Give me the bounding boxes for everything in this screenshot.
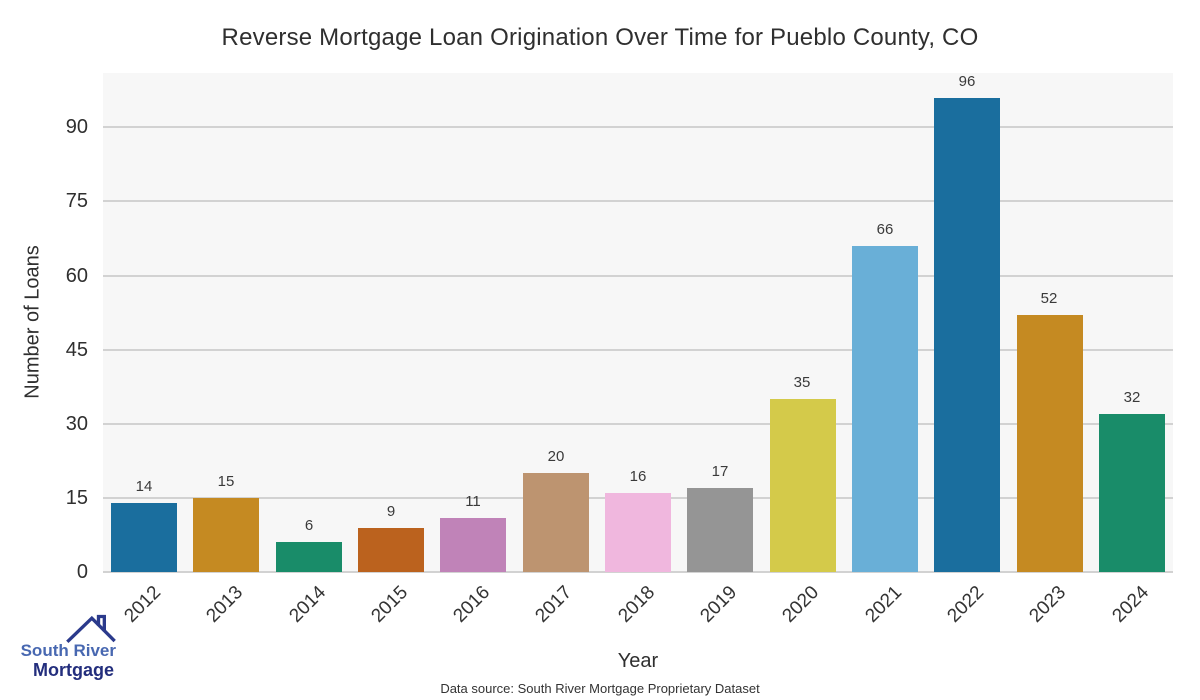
gridline-y45: [103, 348, 1173, 351]
bar-2019: [687, 488, 753, 572]
gridline-y90: [103, 126, 1173, 129]
bar-2018: [605, 493, 671, 572]
bar-value-label: 14: [135, 477, 153, 495]
chimney-outline: [96, 614, 106, 632]
gridline-y30: [103, 422, 1173, 425]
bar-2020: [770, 399, 836, 572]
bar-2012: [111, 502, 177, 572]
logo: South River Mortgage: [20, 613, 116, 683]
house-roof-icon: [66, 614, 116, 644]
x-tick-label: 2019: [696, 582, 742, 627]
bar-value-label: 11: [465, 492, 481, 510]
bar-2021: [852, 245, 918, 572]
bar-2024: [1099, 413, 1165, 572]
y-tick-label: 30: [65, 412, 88, 435]
y-tick-label: 90: [65, 116, 88, 139]
x-tick-label: 2021: [861, 582, 906, 627]
bar-2017: [523, 473, 589, 572]
bar-value-label: 17: [711, 463, 729, 480]
y-tick-label: 0: [76, 561, 88, 583]
x-tick-label: 2023: [1025, 582, 1071, 627]
bar-value-label: 96: [958, 72, 976, 90]
x-tick-label: 2024: [1107, 582, 1153, 627]
bar-2022: [934, 97, 1000, 572]
x-tick-label: 2012: [120, 582, 166, 627]
x-tick-label: 2018: [614, 582, 659, 627]
gridline-y0: [103, 571, 1173, 573]
y-tick-label: 60: [65, 264, 88, 287]
gridline-y60: [103, 274, 1173, 277]
y-tick-label: 15: [65, 486, 88, 509]
x-tick-label: 2016: [449, 582, 495, 627]
bar-value-label: 66: [876, 220, 894, 238]
logo-line1: South River: [20, 641, 116, 660]
bar-value-label: 32: [1123, 388, 1141, 406]
x-tick-label: 2022: [943, 582, 989, 627]
data-source-note: Data source: South River Mortgage Propri…: [440, 681, 760, 696]
x-tick-label: 2014: [284, 582, 330, 627]
x-tick-label: 2017: [531, 582, 577, 627]
x-tick-label: 2020: [778, 582, 824, 627]
bar-2015: [358, 527, 424, 572]
gridline-y75: [103, 200, 1173, 203]
bar-value-label: 16: [629, 468, 647, 485]
x-axis-title: Year: [617, 650, 659, 672]
bar-value-label: 35: [793, 374, 811, 392]
roof-outline: [66, 615, 116, 644]
x-tick-label: 2015: [367, 582, 412, 627]
bar-2016: [440, 517, 506, 572]
plot-area: 14 15 6 9 11 20 16 17 35 66 96 52 32: [103, 72, 1173, 573]
y-tick-label: 75: [65, 190, 88, 213]
bar-2013: [193, 497, 259, 572]
bar-2014: [276, 542, 342, 572]
chart-title: Reverse Mortgage Loan Origination Over T…: [221, 24, 979, 51]
bar-value-label: 15: [217, 472, 235, 490]
y-tick-label: 45: [65, 338, 88, 361]
x-tick-label: 2013: [202, 582, 248, 627]
bar-2023: [1017, 315, 1083, 572]
bar-value-label: 52: [1040, 290, 1058, 308]
bar-value-label: 6: [304, 517, 314, 535]
bar-value-label: 9: [386, 502, 396, 520]
bar-value-label: 20: [547, 448, 565, 466]
logo-line2: Mortgage: [33, 660, 114, 680]
